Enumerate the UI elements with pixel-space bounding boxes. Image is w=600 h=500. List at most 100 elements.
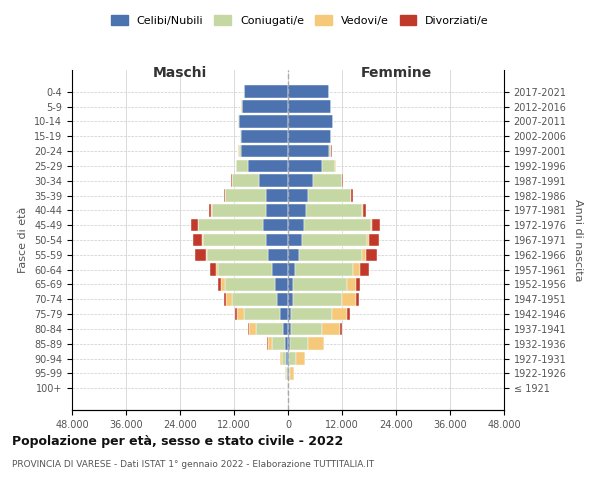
- Bar: [218, 278, 221, 291]
- Bar: [371, 219, 372, 232]
- Bar: [287, 367, 288, 380]
- Bar: [288, 234, 302, 246]
- Bar: [306, 204, 362, 216]
- Bar: [366, 248, 377, 261]
- Bar: [288, 189, 308, 202]
- Bar: [235, 308, 237, 320]
- Bar: [290, 338, 308, 350]
- Bar: [351, 189, 353, 202]
- Bar: [291, 308, 332, 320]
- Bar: [288, 264, 295, 276]
- Bar: [288, 352, 289, 365]
- Bar: [265, 234, 288, 246]
- Bar: [296, 352, 305, 365]
- Text: Maschi: Maschi: [153, 66, 207, 80]
- Bar: [304, 219, 371, 232]
- Bar: [289, 367, 290, 380]
- Bar: [362, 204, 366, 216]
- Bar: [249, 322, 256, 335]
- Bar: [367, 234, 369, 246]
- Bar: [283, 322, 288, 335]
- Bar: [280, 308, 288, 320]
- Bar: [322, 322, 340, 335]
- Bar: [295, 264, 353, 276]
- Bar: [288, 115, 333, 128]
- Bar: [268, 248, 288, 261]
- Bar: [313, 174, 342, 187]
- Bar: [217, 264, 218, 276]
- Bar: [231, 174, 232, 187]
- Bar: [342, 293, 355, 306]
- Bar: [288, 248, 299, 261]
- Bar: [207, 248, 268, 261]
- Bar: [248, 160, 288, 172]
- Bar: [239, 145, 241, 158]
- Bar: [288, 204, 306, 216]
- Bar: [224, 293, 226, 306]
- Bar: [212, 204, 265, 216]
- Bar: [332, 308, 347, 320]
- Bar: [308, 189, 351, 202]
- Bar: [239, 115, 288, 128]
- Bar: [290, 322, 322, 335]
- Bar: [225, 189, 265, 202]
- Bar: [288, 322, 290, 335]
- Bar: [241, 130, 288, 142]
- Bar: [369, 234, 379, 246]
- Bar: [225, 278, 275, 291]
- Bar: [288, 160, 322, 172]
- Bar: [290, 367, 293, 380]
- Bar: [347, 278, 356, 291]
- Bar: [198, 219, 263, 232]
- Bar: [221, 278, 225, 291]
- Bar: [265, 189, 288, 202]
- Text: Femmine: Femmine: [361, 66, 431, 80]
- Bar: [210, 264, 217, 276]
- Legend: Celibi/Nubili, Coniugati/e, Vedovi/e, Divorziati/e: Celibi/Nubili, Coniugati/e, Vedovi/e, Di…: [107, 10, 493, 30]
- Bar: [356, 278, 361, 291]
- Bar: [226, 293, 232, 306]
- Bar: [277, 293, 288, 306]
- Bar: [322, 160, 335, 172]
- Bar: [340, 322, 341, 335]
- Bar: [288, 100, 331, 113]
- Bar: [288, 293, 293, 306]
- Bar: [272, 338, 286, 350]
- Bar: [256, 322, 283, 335]
- Bar: [360, 264, 369, 276]
- Bar: [288, 86, 329, 98]
- Bar: [259, 174, 288, 187]
- Bar: [244, 86, 288, 98]
- Bar: [193, 234, 202, 246]
- Bar: [241, 145, 288, 158]
- Y-axis label: Fasce di età: Fasce di età: [19, 207, 28, 273]
- Bar: [288, 174, 313, 187]
- Bar: [353, 264, 360, 276]
- Bar: [275, 278, 288, 291]
- Bar: [224, 189, 225, 202]
- Bar: [280, 352, 282, 365]
- Bar: [237, 308, 244, 320]
- Text: Popolazione per età, sesso e stato civile - 2022: Popolazione per età, sesso e stato civil…: [12, 435, 343, 448]
- Bar: [191, 219, 197, 232]
- Bar: [209, 204, 211, 216]
- Bar: [288, 308, 291, 320]
- Bar: [286, 338, 288, 350]
- Bar: [236, 160, 248, 172]
- Bar: [288, 219, 304, 232]
- Bar: [242, 100, 288, 113]
- Bar: [372, 219, 380, 232]
- Bar: [289, 352, 296, 365]
- Text: PROVINCIA DI VARESE - Dati ISTAT 1° gennaio 2022 - Elaborazione TUTTITALIA.IT: PROVINCIA DI VARESE - Dati ISTAT 1° genn…: [12, 460, 374, 469]
- Bar: [355, 293, 359, 306]
- Bar: [323, 338, 324, 350]
- Bar: [206, 248, 207, 261]
- Bar: [286, 352, 288, 365]
- Bar: [288, 278, 293, 291]
- Bar: [265, 204, 288, 216]
- Y-axis label: Anni di nascita: Anni di nascita: [574, 198, 583, 281]
- Bar: [232, 174, 259, 187]
- Bar: [218, 264, 272, 276]
- Bar: [203, 234, 265, 246]
- Bar: [263, 219, 288, 232]
